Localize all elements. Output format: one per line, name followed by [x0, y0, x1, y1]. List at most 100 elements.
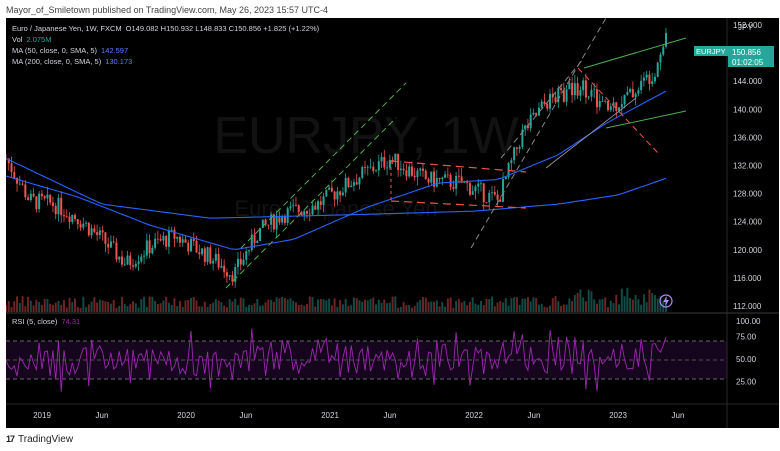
- volume-bar: [446, 298, 449, 312]
- volume-bar: [568, 298, 571, 312]
- candle: [256, 240, 259, 244]
- volume-bar: [361, 301, 364, 312]
- candle: [593, 89, 596, 91]
- candle: [421, 168, 424, 171]
- ma200-line[interactable]: [5, 158, 667, 219]
- lightning-icon[interactable]: [659, 294, 673, 308]
- volume-bar: [551, 298, 554, 312]
- candle: [402, 168, 405, 171]
- wedge-bottom[interactable]: [390, 200, 527, 209]
- volume-bar: [278, 298, 281, 312]
- candle: [51, 202, 54, 206]
- legend-volume[interactable]: Vol 2.075M: [12, 35, 51, 44]
- legend-rsi[interactable]: RSI (5, close) 74.31: [12, 317, 80, 326]
- legend-ma200[interactable]: MA (200, close, 0, SMA, 5) 130.173: [12, 57, 132, 66]
- volume-bar: [408, 305, 411, 312]
- candle: [491, 192, 494, 193]
- trend-top-line[interactable]: [583, 37, 687, 69]
- volume-bar: [98, 299, 101, 312]
- volume-bar: [228, 299, 231, 312]
- candle: [239, 258, 242, 265]
- candle: [659, 54, 662, 63]
- volume-bar: [192, 297, 195, 312]
- candle: [27, 197, 30, 200]
- legend-symbol[interactable]: Euro / Japanese Yen, 1W, FXCM O149.082 H1…: [12, 24, 320, 33]
- candle: [479, 183, 482, 185]
- candle: [220, 265, 223, 268]
- candle: [339, 191, 342, 196]
- candle: [195, 240, 198, 253]
- candle: [206, 247, 209, 262]
- rsi-line[interactable]: [5, 328, 667, 392]
- volume-bar: [225, 307, 228, 312]
- volume-bar: [397, 307, 400, 312]
- volume-bar: [325, 300, 328, 312]
- candle: [319, 201, 322, 205]
- channel-line-1[interactable]: [225, 117, 397, 289]
- volume-bar: [10, 307, 13, 312]
- footer-brand: TradingView: [18, 433, 74, 445]
- volume-bar: [167, 302, 170, 312]
- volume-bar: [162, 300, 165, 312]
- candle: [363, 167, 366, 168]
- volume-bar: [220, 302, 223, 312]
- candle: [286, 208, 289, 223]
- volume-bar: [173, 298, 176, 312]
- volume-bar: [375, 304, 378, 312]
- wedge-top[interactable]: [390, 160, 527, 173]
- candle: [620, 104, 623, 108]
- volume-bar: [281, 296, 284, 312]
- chart-frame[interactable]: EURJPY, 1W Euro / Japanese Yen 152.000 14…: [5, 17, 779, 428]
- volume-bar: [339, 299, 342, 312]
- volume-bar: [40, 304, 43, 312]
- volume-bar: [333, 298, 336, 312]
- candle: [642, 77, 645, 81]
- volume-bar: [546, 307, 549, 312]
- volume-bar: [435, 300, 438, 312]
- legend[interactable]: Euro / Japanese Yen, 1W, FXCM O149.082 H1…: [12, 24, 320, 326]
- volume-bar: [170, 305, 173, 312]
- candle: [344, 177, 347, 193]
- time-axis[interactable]: 2019 Jun 2020 Jun 2021 Jun 2022 Jun 2023 Jun: [33, 411, 684, 420]
- candle: [101, 230, 104, 233]
- volume-bar: [620, 288, 623, 312]
- volume-bar: [242, 298, 245, 312]
- volume-bar: [137, 307, 140, 312]
- candle: [410, 166, 413, 176]
- volume-bar: [85, 307, 88, 312]
- candle: [584, 80, 587, 98]
- channel-line-4[interactable]: [500, 57, 585, 159]
- volume-bar: [35, 299, 38, 312]
- channel-line-2[interactable]: [240, 82, 407, 249]
- candle: [107, 243, 110, 248]
- volume-bar: [441, 302, 444, 312]
- trend-bottom-line[interactable]: [605, 110, 687, 129]
- volume-bar: [416, 302, 419, 312]
- trend-gray-line[interactable]: [545, 97, 637, 169]
- candle: [537, 107, 540, 116]
- volume-bar: [107, 301, 110, 312]
- candle: [16, 177, 19, 184]
- ma50-line[interactable]: [5, 90, 667, 250]
- candle: [297, 205, 300, 212]
- channel-line-3[interactable]: [470, 17, 607, 249]
- candle: [493, 192, 496, 195]
- volume-bar: [314, 306, 317, 312]
- chart-svg[interactable]: EURJPY, 1W Euro / Japanese Yen 152.00014…: [5, 17, 779, 428]
- candle: [264, 219, 267, 225]
- drawings[interactable]: [225, 17, 687, 289]
- red-dash-diagonal[interactable]: [577, 67, 659, 154]
- volume-bar: [156, 303, 159, 312]
- volume-bar: [377, 299, 380, 312]
- candle: [140, 256, 143, 262]
- candle: [24, 184, 27, 198]
- volume-bar: [206, 307, 209, 312]
- candle: [236, 258, 239, 268]
- candle: [521, 129, 524, 147]
- candle: [40, 193, 43, 197]
- volume-bar: [438, 306, 441, 312]
- candle: [32, 193, 35, 197]
- candle: [560, 88, 563, 91]
- volume-bar: [482, 305, 485, 312]
- legend-ma50[interactable]: MA (50, close, 0, SMA, 5) 142.597: [12, 46, 128, 55]
